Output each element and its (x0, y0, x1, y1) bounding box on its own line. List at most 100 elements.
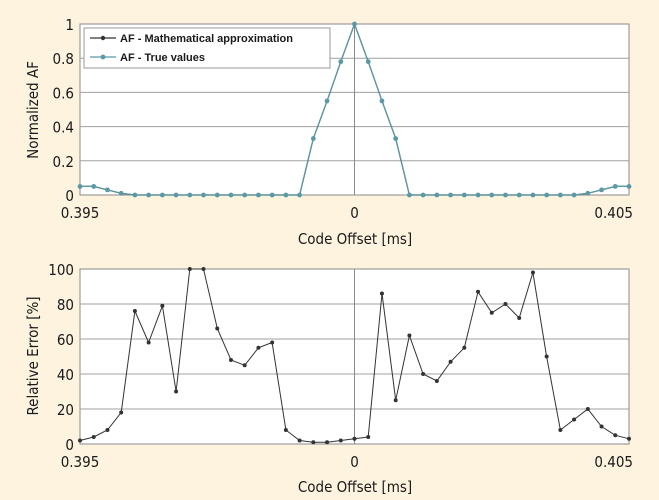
error-y-tick-label: 60 (57, 331, 74, 349)
error-data-point (187, 267, 192, 271)
af-data-point (489, 192, 495, 198)
af-data-point (187, 192, 193, 198)
error-data-point (627, 436, 631, 441)
af-data-point (585, 190, 591, 196)
af-data-point (393, 136, 399, 141)
af-data-point (283, 192, 289, 198)
error-data-point (160, 303, 165, 308)
error-series (78, 267, 631, 445)
error-data-point (256, 345, 261, 350)
error-data-point (352, 436, 357, 441)
error-data-point (132, 309, 137, 313)
error-x-tick-label: 0 (350, 453, 359, 471)
error-data-point (421, 372, 426, 376)
af-data-point (461, 192, 467, 198)
af-data-point (612, 184, 618, 189)
error-data-point (215, 326, 220, 331)
af-y-tick-label: 0.4 (53, 119, 74, 137)
af-data-point (201, 192, 206, 198)
error-y-tick-label: 0 (65, 436, 74, 454)
af-data-point (159, 192, 165, 198)
af-data-point (297, 192, 302, 198)
error-x-ticks: 0.395 0 0.405 (61, 453, 633, 471)
af-legend: AF - Mathematical approximation AF - Tru… (83, 27, 331, 69)
af-data-point (448, 192, 453, 198)
af-data-point (118, 190, 124, 196)
af-data-point (338, 59, 344, 65)
af-data-point (352, 21, 357, 27)
error-x-tick-label: 0.395 (61, 453, 100, 471)
error-data-point (366, 435, 371, 439)
error-data-point (228, 358, 233, 362)
af-data-point (324, 98, 330, 104)
af-data-point (503, 192, 508, 198)
af-data-point (571, 192, 577, 198)
af-y-ticks: 0 0.2 0.4 0.6 0.8 1 (53, 16, 74, 205)
error-data-point (325, 440, 330, 445)
af-y-tick-label: 0.6 (53, 84, 74, 102)
error-data-point (283, 428, 288, 432)
af-data-point (105, 187, 110, 193)
af-legend-marker-true (100, 54, 106, 60)
error-y-tick-label: 80 (57, 296, 74, 314)
error-y-tick-label: 40 (57, 366, 74, 384)
af-data-point (420, 192, 426, 198)
af-x-ticks: 0.395 0 0.405 (61, 204, 633, 222)
error-data-point (201, 267, 206, 271)
af-x-tick-label: 0.395 (61, 204, 100, 222)
af-data-point (173, 192, 179, 198)
af-x-tick-label: 0.405 (594, 204, 633, 222)
error-data-point (585, 407, 590, 411)
af-data-point (530, 192, 536, 198)
af-y-tick-label: 0 (65, 187, 74, 205)
af-y-tick-label: 1 (65, 16, 74, 34)
error-data-point (297, 438, 302, 443)
error-data-point (503, 302, 508, 306)
af-data-point (434, 192, 440, 198)
af-data-point (269, 192, 275, 198)
error-data-point (530, 270, 535, 275)
error-data-point (105, 428, 110, 432)
af-data-point (132, 192, 138, 198)
error-data-point (476, 289, 481, 294)
error-data-point (91, 435, 96, 439)
error-y-tick-label: 100 (48, 261, 74, 279)
error-data-point (517, 316, 522, 320)
af-legend-box (83, 27, 331, 69)
af-grid (80, 24, 629, 195)
af-data-point (557, 192, 563, 198)
error-data-point (407, 333, 412, 338)
af-series (77, 21, 632, 198)
af-data-point (310, 136, 316, 141)
af-data-point (214, 192, 220, 198)
af-y-axis-title: Normalized AF (24, 61, 42, 159)
error-y-ticks: 0 20 40 60 80 100 (48, 261, 74, 454)
error-data-point (544, 354, 549, 359)
af-data-point (626, 184, 632, 189)
error-data-point (434, 379, 439, 383)
error-grid (80, 269, 629, 444)
error-y-axis-title: Relative Error [%] (24, 296, 42, 415)
af-data-point (516, 192, 522, 198)
error-data-point (174, 389, 179, 394)
af-data-point (599, 187, 604, 193)
error-data-point (311, 440, 316, 445)
af-data-point (407, 192, 412, 198)
af-x-tick-label: 0 (350, 204, 359, 222)
error-data-point (613, 433, 618, 438)
af-data-point (365, 59, 371, 65)
af-legend-marker-approx (100, 35, 106, 41)
error-data-point (558, 428, 563, 432)
error-data-point (572, 417, 577, 422)
af-data-point (242, 192, 248, 198)
error-data-point (489, 310, 494, 315)
af-y-tick-label: 0.2 (53, 153, 74, 171)
af-chart: 00.20.40.60.81 0.395 0 0.405 AF - Mathemat… (24, 16, 633, 248)
error-data-point (338, 438, 343, 443)
error-data-point (462, 345, 467, 350)
af-data-point (256, 192, 261, 198)
error-data-point (242, 363, 247, 368)
af-data-point (379, 98, 385, 104)
